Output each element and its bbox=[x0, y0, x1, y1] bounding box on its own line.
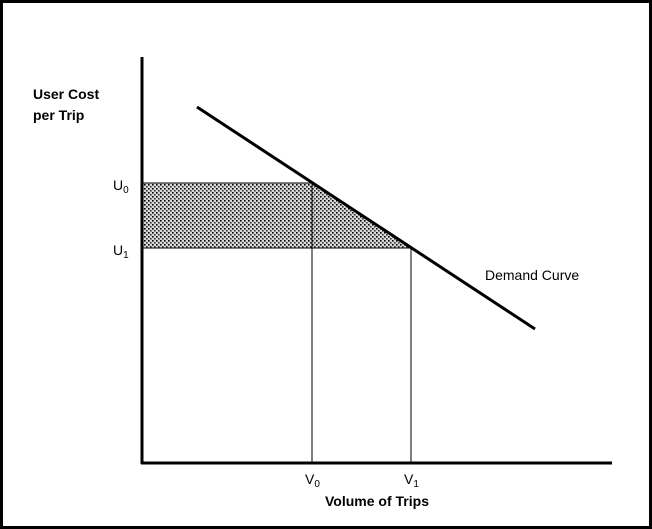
v0-label: V0 bbox=[305, 471, 320, 490]
y-axis-label: User Cost bbox=[33, 86, 99, 102]
label-base: U bbox=[113, 177, 123, 193]
v1-label: V1 bbox=[404, 471, 419, 490]
u0-label: U0 bbox=[113, 177, 129, 196]
demand-curve bbox=[196, 105, 536, 331]
u1-label: U1 bbox=[113, 242, 129, 261]
y-axis-label: per Trip bbox=[33, 107, 84, 123]
label-sub: 1 bbox=[123, 250, 129, 261]
label-base: V bbox=[305, 471, 315, 487]
label-sub: 0 bbox=[123, 185, 129, 196]
label-base: V bbox=[404, 471, 414, 487]
surplus-area bbox=[142, 183, 411, 248]
label-sub: 1 bbox=[413, 479, 419, 490]
curve-label: Demand Curve bbox=[485, 267, 579, 283]
x-axis-label: Volume of Trips bbox=[325, 493, 429, 509]
label-sub: 0 bbox=[314, 479, 320, 490]
label-base: U bbox=[113, 242, 123, 258]
